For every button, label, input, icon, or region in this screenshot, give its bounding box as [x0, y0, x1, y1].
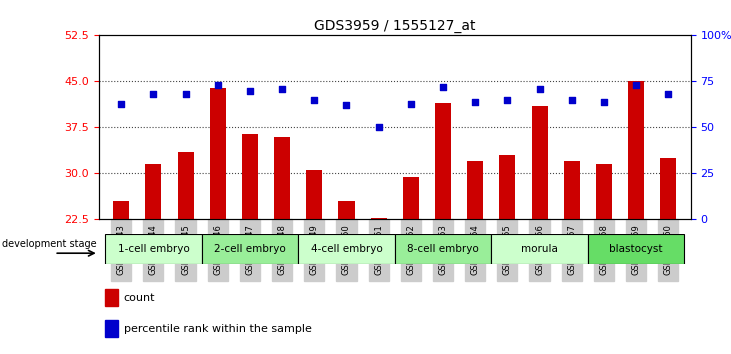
- Text: 8-cell embryo: 8-cell embryo: [407, 244, 479, 254]
- Point: [115, 101, 127, 106]
- Bar: [210, 87, 226, 219]
- Point: [598, 99, 610, 104]
- Point: [662, 91, 674, 97]
- Bar: [467, 161, 483, 219]
- Bar: [113, 201, 129, 219]
- Point: [437, 84, 449, 90]
- FancyBboxPatch shape: [588, 234, 684, 264]
- Point: [566, 97, 577, 103]
- Bar: [105, 289, 118, 306]
- Bar: [628, 81, 644, 219]
- Point: [180, 91, 192, 97]
- Bar: [596, 164, 612, 219]
- Title: GDS3959 / 1555127_at: GDS3959 / 1555127_at: [314, 19, 475, 33]
- Point: [148, 91, 159, 97]
- Text: blastocyst: blastocyst: [610, 244, 663, 254]
- Bar: [145, 164, 162, 219]
- Point: [373, 125, 385, 130]
- Point: [534, 86, 545, 92]
- Text: development stage: development stage: [2, 239, 96, 249]
- Bar: [531, 106, 548, 219]
- Point: [308, 97, 320, 103]
- Bar: [178, 152, 194, 219]
- Point: [341, 103, 352, 108]
- Point: [469, 99, 481, 104]
- Text: 1-cell embryo: 1-cell embryo: [118, 244, 189, 254]
- Bar: [105, 320, 118, 337]
- Bar: [338, 201, 355, 219]
- Bar: [371, 218, 387, 219]
- Bar: [499, 155, 515, 219]
- Point: [630, 82, 642, 88]
- Point: [244, 88, 256, 93]
- Bar: [435, 103, 451, 219]
- Text: 4-cell embryo: 4-cell embryo: [311, 244, 382, 254]
- Text: count: count: [124, 293, 155, 303]
- Bar: [564, 161, 580, 219]
- Point: [405, 101, 417, 106]
- Point: [212, 82, 224, 88]
- Text: morula: morula: [521, 244, 558, 254]
- FancyBboxPatch shape: [202, 234, 298, 264]
- Bar: [274, 137, 290, 219]
- Bar: [660, 158, 676, 219]
- Text: percentile rank within the sample: percentile rank within the sample: [124, 324, 311, 334]
- Point: [276, 86, 288, 92]
- Text: 2-cell embryo: 2-cell embryo: [214, 244, 286, 254]
- FancyBboxPatch shape: [491, 234, 588, 264]
- FancyBboxPatch shape: [105, 234, 202, 264]
- Bar: [242, 133, 258, 219]
- Point: [501, 97, 513, 103]
- FancyBboxPatch shape: [395, 234, 491, 264]
- Bar: [306, 170, 322, 219]
- FancyBboxPatch shape: [298, 234, 395, 264]
- Bar: [403, 177, 419, 219]
